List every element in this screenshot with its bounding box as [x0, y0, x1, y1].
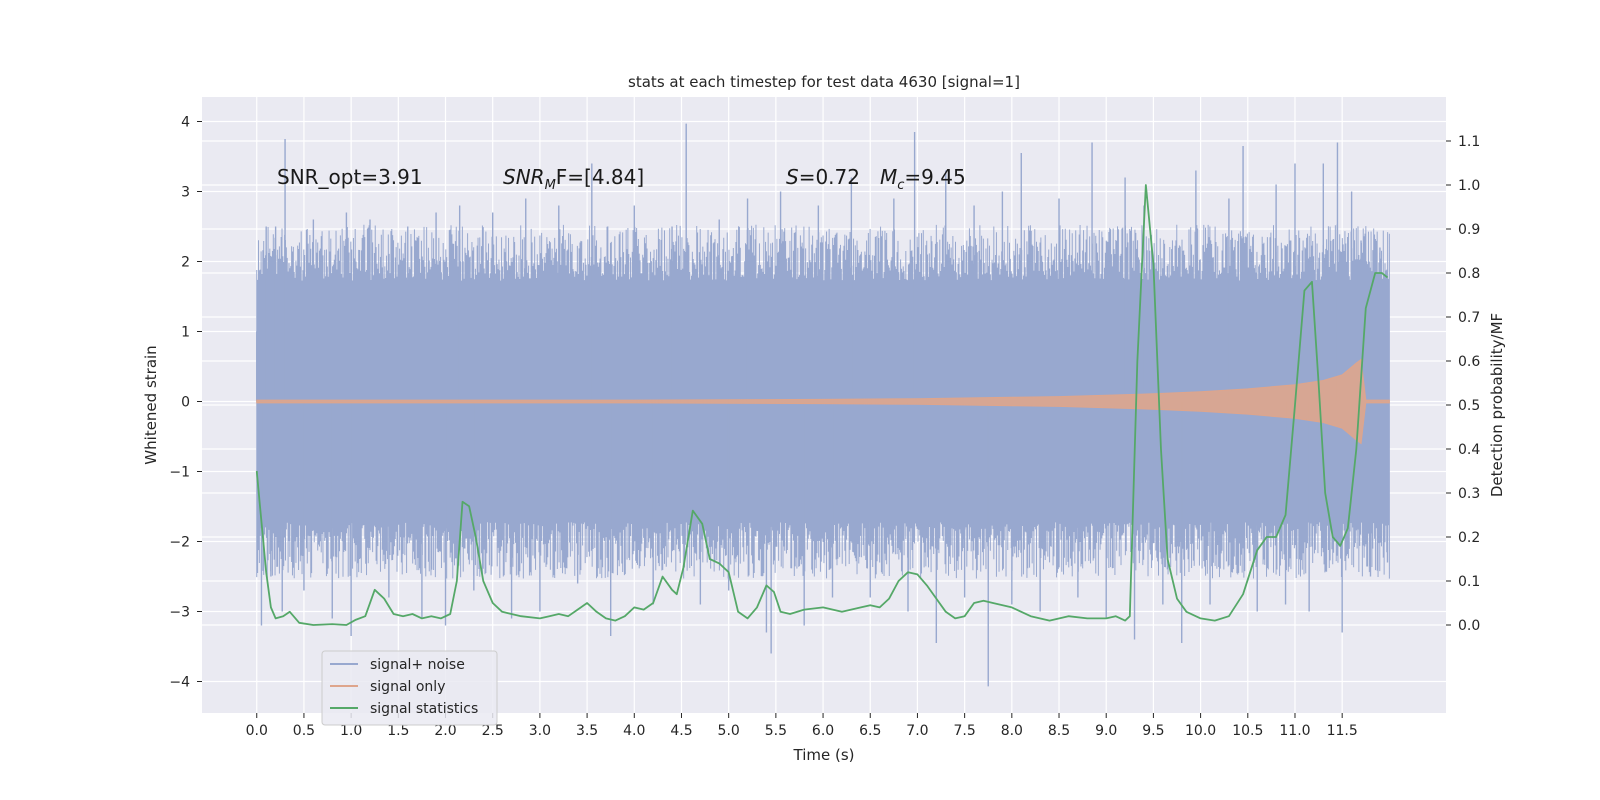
- x-axis-ticks: 0.0 0.5 1.0 1.5 2.0 2.5 3.0 3.5 4.0 4.5 5.0 5.5 6.0 6…: [246, 713, 1358, 739]
- y-right-tick-label: 0.7: [1458, 310, 1480, 326]
- x-tick-label: 6.0: [812, 723, 834, 739]
- annotation-spin-rest: =0.72: [799, 165, 860, 189]
- y-right-tick-label: 0.9: [1458, 222, 1480, 238]
- y-left-tick-label: 4: [181, 115, 190, 131]
- legend-label-statistics: signal statistics: [370, 701, 478, 717]
- series-signal-statistics: [255, 184, 1389, 626]
- x-tick-label: 3.0: [529, 723, 551, 739]
- annotation-chirp-mass-main: M: [880, 165, 897, 189]
- signal-only-envelope: [256, 358, 1390, 445]
- x-tick-label: 11.0: [1279, 723, 1310, 739]
- annotation-snr-mf-main: SNR: [503, 165, 545, 189]
- y-right-tick-label: 1.0: [1458, 178, 1480, 194]
- y-left-tick-label: −2: [169, 535, 190, 551]
- y-left-tick-label: −1: [169, 465, 190, 481]
- annotation-spin-main: S: [786, 165, 799, 189]
- y-right-tick-label: 0.8: [1458, 266, 1480, 282]
- x-tick-label: 1.0: [340, 723, 362, 739]
- annotation-snr-mf-sub: M: [545, 178, 556, 193]
- y-left-axis-ticks: −4 −3 −2 −1 0 1 2 3 4: [169, 115, 202, 691]
- x-tick-label: 4.5: [670, 723, 692, 739]
- y-right-tick-label: 0.5: [1458, 398, 1480, 414]
- legend-label-noise: signal+ noise: [370, 657, 465, 673]
- chart-title: stats at each timestep for test data 463…: [628, 73, 1020, 91]
- x-tick-label: 1.5: [387, 723, 409, 739]
- annotation-snr-mf-rest: F=[4.84]: [556, 165, 644, 189]
- annotation-chirp-mass-rest: =9.45: [904, 165, 965, 189]
- y-right-tick-label: 0.1: [1458, 574, 1480, 590]
- y-left-tick-label: 3: [181, 185, 190, 201]
- annotation-snr-mf: SNRMF=[4.84]: [503, 165, 644, 193]
- x-tick-label: 3.5: [576, 723, 598, 739]
- x-tick-label: 6.5: [859, 723, 881, 739]
- legend-box: [321, 650, 498, 726]
- x-tick-label: 0.0: [246, 723, 268, 739]
- x-tick-label: 8.0: [1001, 723, 1023, 739]
- annotation-spin: S=0.72: [786, 165, 860, 189]
- legend: signal+ noise signal only signal statist…: [321, 650, 498, 726]
- x-tick-label: 2.0: [434, 723, 456, 739]
- x-tick-label: 11.5: [1327, 723, 1358, 739]
- x-tick-label: 7.5: [954, 723, 976, 739]
- y-left-tick-label: 1: [181, 325, 190, 341]
- x-tick-label: 5.0: [718, 723, 740, 739]
- y-right-axis-label: Detection probability/MF: [1488, 313, 1506, 497]
- y-right-axis-ticks: 0.0 0.1 0.2 0.3 0.4 0.5 0.6 0.7 0.8 0.9 1.0 1.1: [1446, 134, 1480, 634]
- y-left-tick-label: −4: [169, 675, 190, 691]
- x-tick-label: 5.5: [765, 723, 787, 739]
- x-tick-label: 10.5: [1232, 723, 1263, 739]
- annotation-snr-opt: SNR_opt=3.91: [277, 165, 423, 189]
- y-right-tick-label: 0.2: [1458, 530, 1480, 546]
- x-axis-label: Time (s): [793, 746, 855, 764]
- legend-label-signal: signal only: [370, 679, 445, 695]
- y-right-tick-label: 0.4: [1458, 442, 1480, 458]
- x-tick-label: 0.5: [293, 723, 315, 739]
- annotation-chirp-mass-sub: c: [897, 178, 904, 193]
- y-right-tick-label: 0.6: [1458, 354, 1480, 370]
- x-tick-label: 7.0: [906, 723, 928, 739]
- signal-statistics-line: [255, 184, 1389, 626]
- y-left-tick-label: 0: [181, 395, 190, 411]
- y-right-tick-label: 0.0: [1458, 618, 1480, 634]
- x-tick-label: 8.5: [1048, 723, 1070, 739]
- series-signal-only: [256, 358, 1390, 445]
- y-left-tick-label: 2: [181, 255, 190, 271]
- x-tick-label: 9.0: [1095, 723, 1117, 739]
- y-left-tick-label: −3: [169, 605, 190, 621]
- x-tick-label: 2.5: [482, 723, 504, 739]
- x-tick-label: 9.5: [1142, 723, 1164, 739]
- series-signal-plus-noise: [256, 123, 1390, 687]
- y-right-tick-label: 1.1: [1458, 134, 1480, 150]
- x-tick-label: 10.0: [1185, 723, 1216, 739]
- y-left-axis-label: Whitened strain: [142, 345, 160, 464]
- x-tick-label: 4.0: [623, 723, 645, 739]
- annotation-chirp-mass: Mc=9.45: [880, 165, 966, 193]
- y-right-tick-label: 0.3: [1458, 486, 1480, 502]
